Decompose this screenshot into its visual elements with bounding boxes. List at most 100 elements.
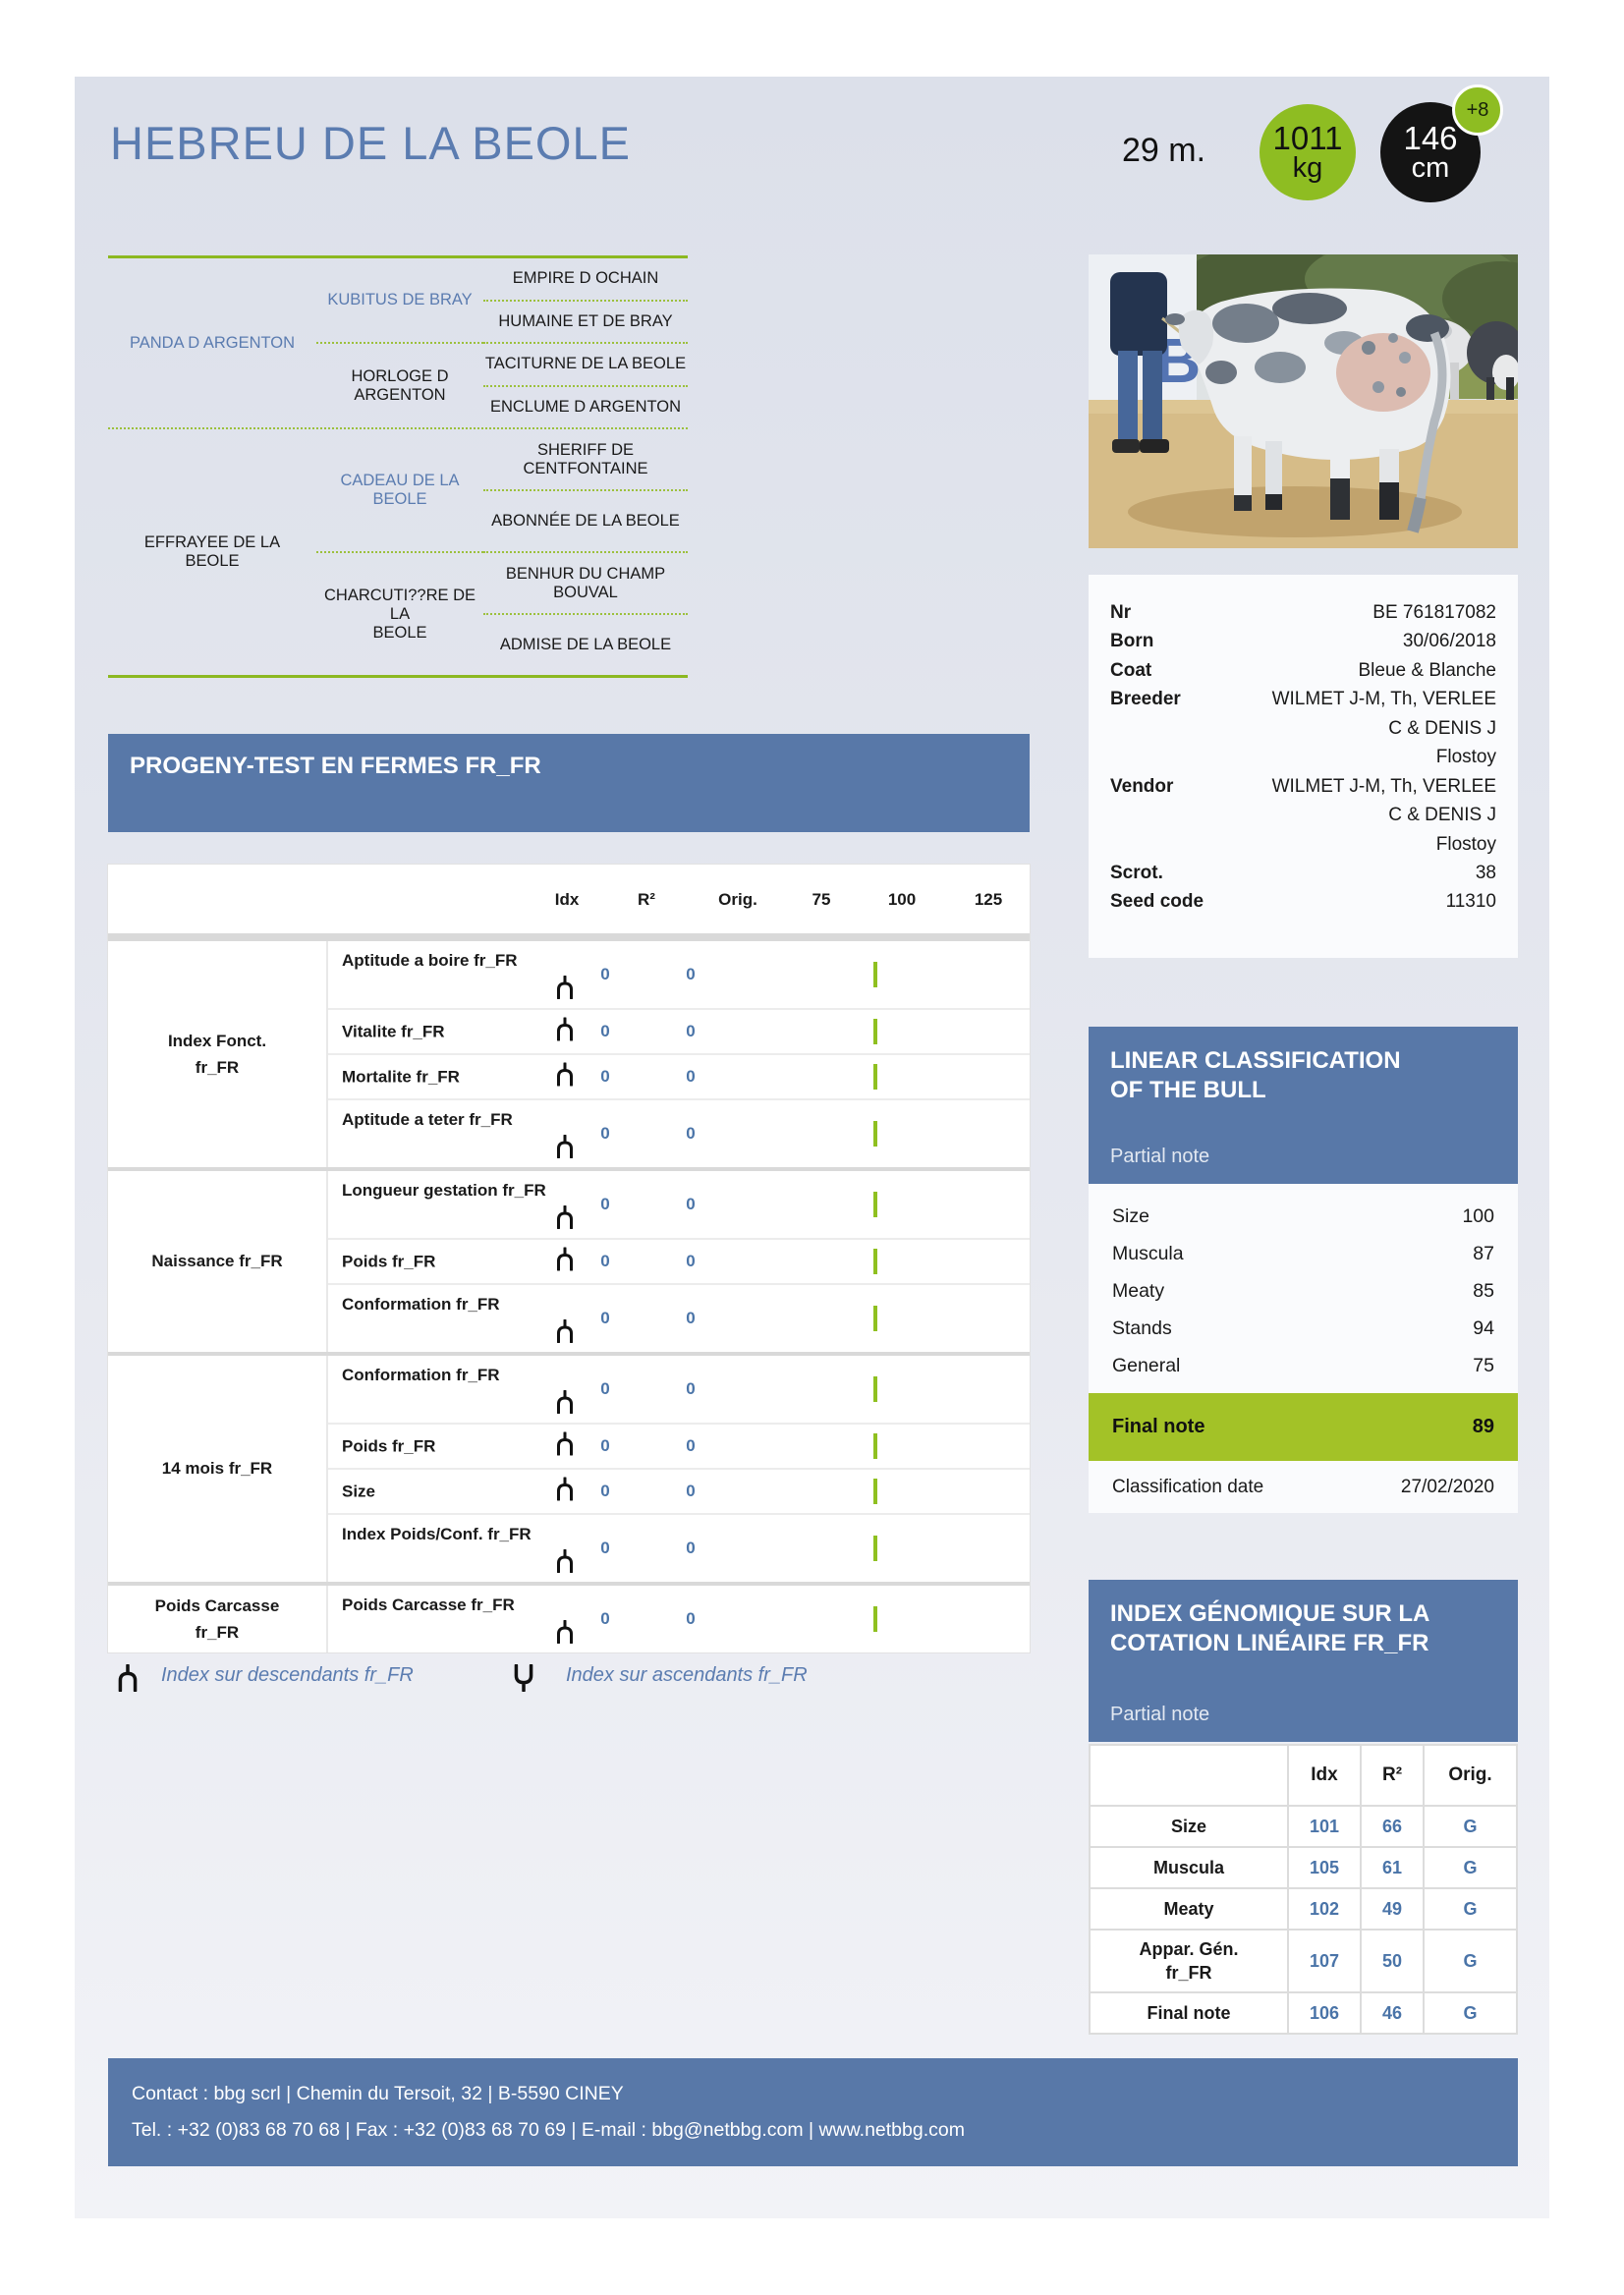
table-row: Longueur gestation fr_FR 0 0 (328, 1171, 1030, 1238)
progeny-table-header: Idx R² Orig. 75 100 125 (108, 865, 1030, 937)
descendants-fork-icon (554, 1247, 576, 1276)
pedigree-great-grandparent: BENHUR DU CHAMP BOUVAL (483, 553, 688, 615)
r2-value: 0 (686, 1609, 696, 1628)
scale-100: 100 (887, 890, 917, 909)
genomic-index-table: Idx R² Orig. Size 101 66 G Muscula 105 6… (1089, 1744, 1518, 2035)
scale-tick (873, 1121, 877, 1147)
descendants-fork-icon (554, 1619, 576, 1649)
r2-value: 0 (686, 1022, 696, 1040)
final-note-value: 89 (1472, 1416, 1494, 1437)
identity-label: Born (1110, 631, 1154, 652)
scale-75: 75 (812, 890, 831, 909)
column-orig: Orig. (1423, 1744, 1518, 1807)
trait-label: Size (1089, 1805, 1289, 1848)
classification-row: Size 100 (1112, 1198, 1494, 1235)
scale-tick (873, 1606, 877, 1632)
table-row: Appar. Gén. fr_FR 107 50 G (1089, 1929, 1518, 1993)
orig-value: G (1423, 1887, 1518, 1931)
scale-tick (873, 1536, 877, 1561)
classification-row: Stands 94 (1112, 1310, 1494, 1347)
r2-value: 49 (1360, 1887, 1425, 1931)
descendants-fork-icon (554, 1477, 576, 1506)
pedigree-dam-half: EFFRAYEE DE LA BEOLE CADEAU DE LA BEOLE … (108, 427, 688, 675)
r2-value: 0 (686, 1309, 696, 1327)
classification-row: General 75 (1112, 1347, 1494, 1384)
scale-tick (873, 1376, 877, 1402)
column-idx: Idx (1287, 1744, 1362, 1807)
classification-value: 75 (1473, 1355, 1494, 1376)
classification-label: Size (1112, 1205, 1149, 1227)
idx-value: 0 (600, 1195, 610, 1213)
pedigree-grandsire: CADEAU DE LA BEOLE (316, 429, 483, 553)
idx-value: 0 (600, 1022, 610, 1040)
identity-row: Scrot. 38 (1110, 859, 1496, 887)
progeny-group: Index Fonct. fr_FR Aptitude a boire fr_F… (108, 937, 1030, 1167)
classification-date-label: Classification date (1112, 1476, 1264, 1497)
idx-value: 106 (1287, 1991, 1362, 2035)
orig-value: G (1423, 1805, 1518, 1848)
criterion-name: Poids fr_FR (342, 1252, 436, 1271)
table-row: Aptitude a teter fr_FR 0 0 (328, 1098, 1030, 1167)
weight-badge: 1011 kg (1260, 104, 1356, 200)
trait-label: Meaty (1089, 1887, 1289, 1931)
age-label: 29 m. (1122, 132, 1206, 169)
trait-label: Final note (1089, 1991, 1289, 2035)
descendants-fork-icon (554, 1431, 576, 1461)
linear-classification-body: Size 100 Muscula 87 Meaty 85 Stands 94 G… (1089, 1184, 1518, 1393)
weight-value: 1011 (1272, 119, 1343, 156)
pedigree-dam: EFFRAYEE DE LA BEOLE (143, 533, 281, 570)
progeny-group: 14 mois fr_FR Conformation fr_FR 0 0 Poi… (108, 1352, 1030, 1582)
genomic-index-title: INDEX GÉNOMIQUE SUR LA COTATION LINÉAIRE… (1110, 1600, 1430, 1656)
identity-label: Breeder (1110, 689, 1181, 710)
criterion-name: Longueur gestation fr_FR (342, 1181, 546, 1200)
pedigree-sire-half: PANDA D ARGENTON KUBITUS DE BRAY HORLOGE… (108, 255, 688, 427)
descendants-fork-icon (554, 1134, 576, 1163)
classification-row: Meaty 85 (1112, 1272, 1494, 1310)
pedigree-great-grandparent: HUMAINE ET DE BRAY (483, 302, 688, 344)
page-title: HEBREU DE LA BEOLE (110, 117, 631, 169)
classification-label: General (1112, 1355, 1181, 1376)
criterion-name: Vitalite fr_FR (342, 1022, 445, 1041)
idx-value: 101 (1287, 1805, 1362, 1848)
idx-value: 0 (600, 1436, 610, 1455)
identity-value: 30/06/2018 (1402, 631, 1496, 652)
ascendants-fork-icon (511, 1663, 536, 1698)
orig-value: G (1423, 1929, 1518, 1993)
table-row: Index Poids/Conf. fr_FR 0 0 (328, 1513, 1030, 1582)
criterion-name: Poids fr_FR (342, 1436, 436, 1456)
table-row: Aptitude a boire fr_FR 0 0 (328, 941, 1030, 1008)
pedigree-great-grandparent: ABONNÉE DE LA BEOLE (483, 491, 688, 553)
partial-note-label: Partial note (1110, 1704, 1210, 1725)
final-note-row: Final note 89 (1089, 1393, 1518, 1461)
descendants-fork-icon (554, 1318, 576, 1348)
height-unit: cm (1411, 151, 1450, 184)
identity-value: WILMET J-M, Th, VERLEE C & DENIS J Flost… (1271, 689, 1496, 768)
idx-value: 0 (600, 1379, 610, 1398)
r2-value: 0 (686, 1436, 696, 1455)
idx-value: 0 (600, 1252, 610, 1270)
progeny-section-header: PROGENY-TEST EN FERMES FR_FR (108, 734, 1030, 832)
progeny-legend: Index sur descendants fr_FR Index sur as… (108, 1660, 1030, 1700)
progeny-group-label: 14 mois fr_FR (108, 1356, 328, 1582)
pedigree-great-grandparent: SHERIFF DE CENTFONTAINE (483, 429, 688, 491)
criterion-name: Conformation fr_FR (342, 1295, 500, 1314)
criterion-name: Conformation fr_FR (342, 1366, 500, 1384)
height-value: 146 (1403, 119, 1458, 156)
r2-value: 0 (686, 1539, 696, 1557)
contact-footer: Contact : bbg scrl | Chemin du Tersoit, … (108, 2058, 1518, 2166)
identity-label: Vendor (1110, 775, 1174, 797)
pedigree-granddam: CHARCUTI??RE DE LA BEOLE (323, 586, 476, 642)
classification-label: Muscula (1112, 1243, 1184, 1264)
r2-value: 0 (686, 1195, 696, 1213)
r2-value: 0 (686, 1067, 696, 1086)
trait-label: Appar. Gén. fr_FR (1089, 1929, 1289, 1993)
descendants-fork-icon (554, 1062, 576, 1092)
progeny-group-label: Index Fonct. fr_FR (108, 941, 328, 1167)
table-row: Mortalite fr_FR 0 0 (328, 1053, 1030, 1098)
identity-value: BE 761817082 (1372, 602, 1496, 623)
criterion-name: Aptitude a teter fr_FR (342, 1110, 513, 1129)
scale-tick (873, 1249, 877, 1274)
empty-cell (1089, 1744, 1289, 1807)
idx-value: 0 (600, 1539, 610, 1557)
